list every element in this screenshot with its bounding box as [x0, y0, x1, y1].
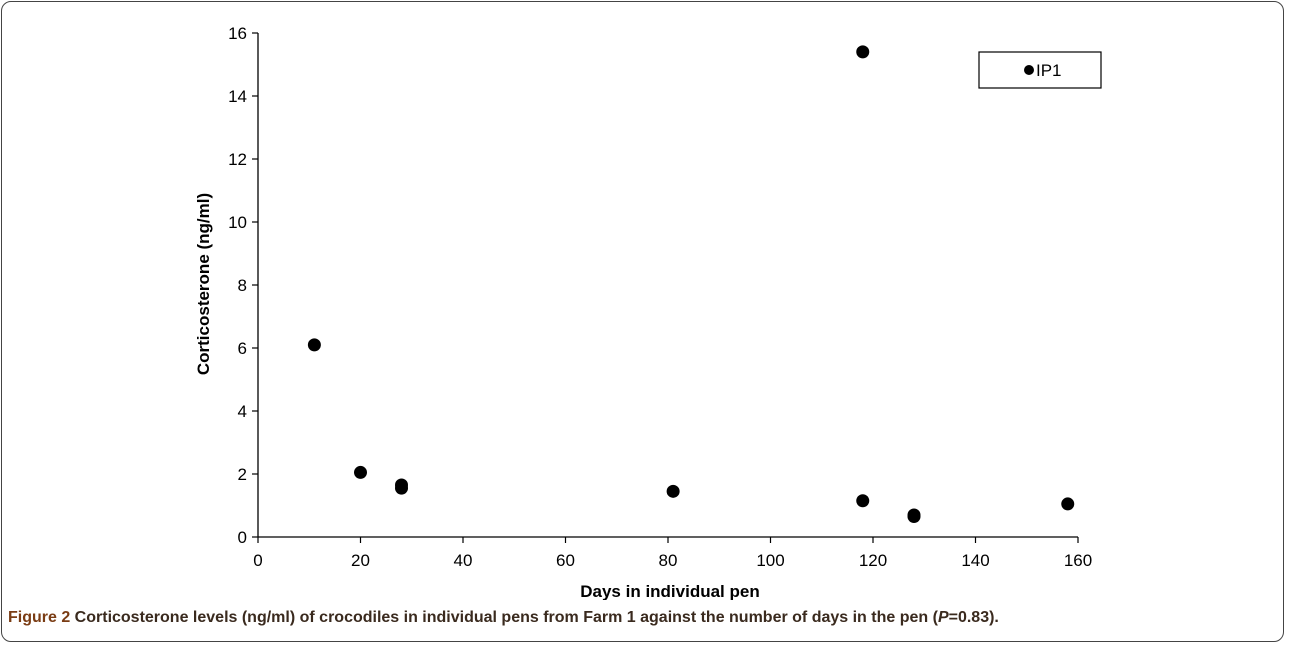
- y-axis-label: Corticosterone (ng/ml): [194, 193, 213, 375]
- caption-text-end: =0.83).: [948, 609, 999, 626]
- x-tick-label: 120: [859, 551, 887, 570]
- y-tick-label: 0: [238, 528, 247, 547]
- x-tick-label: 140: [961, 551, 989, 570]
- data-point: [354, 465, 367, 479]
- data-point: [907, 510, 921, 524]
- data-point: [395, 481, 408, 495]
- y-axis: 0 2 4 6 8 10 12 14 16: [228, 24, 259, 547]
- figure-caption: Figure 2 Corticosterone levels (ng/ml) o…: [8, 609, 1278, 627]
- legend-marker: [1024, 65, 1034, 75]
- scatter-chart: 0 2 4 6 8 10 12 14 16 0 20 40 60 80 100 120 140 160 Cort…: [194, 24, 1102, 600]
- x-tick-label: 80: [659, 551, 678, 570]
- y-tick-label: 10: [228, 213, 247, 232]
- x-axis: 0 20 40 60 80 100 120 140 160: [253, 536, 1092, 570]
- y-tick-label: 8: [238, 276, 247, 295]
- legend-label: IP1: [1036, 61, 1062, 80]
- y-tick-label: 12: [228, 150, 247, 169]
- x-tick-label: 160: [1064, 551, 1092, 570]
- y-tick-label: 6: [238, 339, 247, 358]
- y-tick-label: 4: [238, 402, 247, 421]
- data-point: [856, 494, 870, 508]
- legend-box: [978, 51, 1102, 89]
- caption-label: Figure 2: [8, 609, 71, 626]
- data-point: [856, 45, 870, 59]
- x-tick-label: 20: [351, 551, 370, 570]
- x-tick-label: 40: [454, 551, 473, 570]
- y-tick-label: 2: [238, 465, 247, 484]
- y-tick-label: 14: [228, 87, 247, 106]
- caption-text: Corticosterone levels (ng/ml) of crocodi…: [70, 609, 938, 626]
- x-tick-label: 100: [756, 551, 784, 570]
- data-point: [1061, 497, 1075, 511]
- x-tick-label: 60: [556, 551, 575, 570]
- data-points: [307, 45, 1075, 524]
- x-axis-label: Days in individual pen: [580, 582, 759, 600]
- caption-p-symbol: P: [937, 609, 949, 626]
- data-point: [666, 484, 680, 498]
- data-point: [307, 338, 321, 352]
- x-tick-label: 0: [253, 551, 262, 570]
- legend: IP1: [978, 51, 1102, 89]
- y-tick-label: 16: [228, 24, 247, 43]
